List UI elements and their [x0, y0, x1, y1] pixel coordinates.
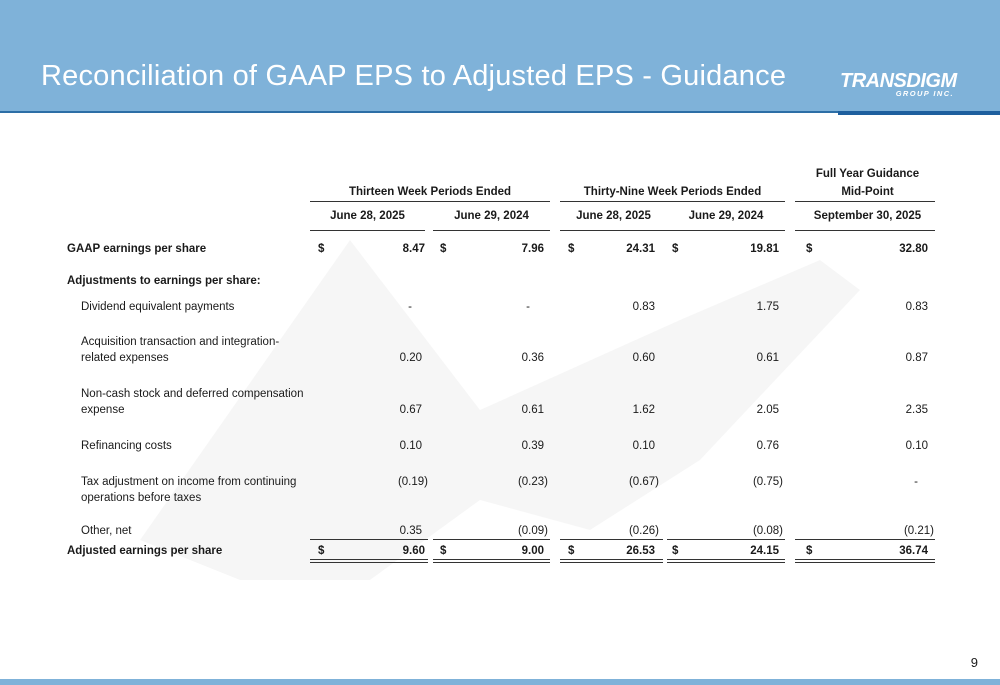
subtotal-underline	[795, 539, 935, 540]
value-cell: 0.87	[905, 352, 928, 364]
value-cell: 0.83	[632, 301, 655, 313]
value-cell: 36.74	[899, 545, 928, 557]
row-label-tax-adjustment-line2: operations before taxes	[81, 492, 202, 504]
value-cell: 0.35	[399, 525, 422, 537]
total-double-underline	[433, 559, 550, 563]
value-cell: (0.09)	[517, 525, 548, 537]
subtotal-underline	[667, 539, 785, 540]
value-cell: (0.26)	[628, 525, 659, 537]
value-cell: (0.19)	[397, 476, 428, 488]
total-double-underline	[310, 559, 428, 563]
column-header: June 29, 2024	[688, 210, 764, 222]
column-header: June 29, 2024	[454, 210, 529, 222]
page-number: 9	[970, 655, 978, 670]
currency-symbol: $	[806, 545, 813, 557]
currency-symbol: $	[440, 243, 447, 255]
value-cell: (0.75)	[752, 476, 783, 488]
value-cell: 32.80	[899, 243, 928, 255]
row-label-acquisition-line1: Acquisition transaction and integration-	[81, 336, 280, 348]
total-double-underline	[795, 559, 935, 563]
footer-bar	[0, 679, 1000, 685]
group-header-underline	[310, 201, 550, 202]
value-cell: 9.60	[402, 545, 425, 557]
row-label-refinancing-costs: Refinancing costs	[81, 440, 172, 452]
column-header-underline	[310, 230, 425, 231]
value-cell: 0.76	[756, 440, 779, 452]
value-cell: 0.67	[399, 404, 422, 416]
row-label-noncash-stock-line2: expense	[81, 404, 125, 416]
value-cell: 7.96	[521, 243, 544, 255]
row-label-tax-adjustment-line1: Tax adjustment on income from continuing	[81, 476, 297, 488]
value-cell: (0.21)	[903, 525, 934, 537]
total-double-underline	[667, 559, 785, 563]
subtotal-underline	[310, 539, 428, 540]
value-cell: -	[526, 301, 530, 313]
value-cell: -	[914, 476, 918, 488]
currency-symbol: $	[672, 243, 679, 255]
value-cell: 9.00	[521, 545, 544, 557]
value-cell: 24.15	[750, 545, 779, 557]
total-double-underline	[560, 559, 663, 563]
currency-symbol: $	[806, 243, 813, 255]
value-cell: (0.67)	[628, 476, 659, 488]
value-cell: 0.36	[521, 352, 544, 364]
subtotal-underline	[433, 539, 550, 540]
value-cell: 0.20	[399, 352, 422, 364]
column-header-underline	[795, 230, 935, 231]
value-cell: 1.75	[756, 301, 779, 313]
currency-symbol: $	[318, 243, 325, 255]
value-cell: 0.39	[521, 440, 544, 452]
column-header: June 28, 2025	[576, 210, 651, 222]
logo-wordmark: TRANSDIGM	[840, 70, 957, 92]
column-header-underline	[433, 230, 550, 231]
group-header-underline	[560, 201, 785, 202]
reconciliation-table: Thirteen Week Periods Ended Thirty-Nine …	[0, 160, 1000, 580]
column-header-underline	[667, 230, 785, 231]
value-cell: 24.31	[626, 243, 655, 255]
value-cell: 2.05	[756, 404, 779, 416]
column-header: June 28, 2025	[330, 210, 405, 222]
slide-title: Reconciliation of GAAP EPS to Adjusted E…	[41, 60, 787, 92]
value-cell: 0.60	[632, 352, 655, 364]
company-logo: TRANSDIGM GROUP INC.	[840, 70, 960, 102]
row-label-gaap-eps: GAAP earnings per share	[67, 243, 207, 255]
title-banner	[0, 0, 1000, 111]
group-header-thirteen-week: Thirteen Week Periods Ended	[348, 186, 512, 198]
banner-divider	[0, 111, 1000, 113]
currency-symbol: $	[568, 545, 575, 557]
currency-symbol: $	[440, 545, 447, 557]
group-header-underline	[795, 201, 935, 202]
value-cell: 2.35	[905, 404, 928, 416]
logo-subtitle: GROUP INC.	[895, 89, 954, 98]
row-label-other-net: Other, net	[81, 525, 132, 537]
value-cell: 0.61	[756, 352, 779, 364]
banner-accent-bar	[838, 111, 1000, 115]
value-cell: (0.08)	[752, 525, 783, 537]
value-cell: 0.83	[905, 301, 928, 313]
currency-symbol: $	[318, 545, 325, 557]
column-header: September 30, 2025	[813, 210, 922, 222]
column-header-underline	[560, 230, 667, 231]
value-cell: 0.61	[521, 404, 544, 416]
group-header-full-year-line1: Full Year Guidance	[815, 168, 920, 180]
value-cell: 1.62	[632, 404, 655, 416]
value-cell: -	[408, 301, 412, 313]
subtotal-underline	[560, 539, 663, 540]
value-cell: (0.23)	[517, 476, 548, 488]
row-label-adjusted-eps: Adjusted earnings per share	[67, 545, 223, 557]
value-cell: 0.10	[905, 440, 928, 452]
currency-symbol: $	[672, 545, 679, 557]
value-cell: 0.10	[632, 440, 655, 452]
row-label-adjustments-heading: Adjustments to earnings per share:	[67, 275, 261, 287]
value-cell: 19.81	[750, 243, 779, 255]
value-cell: 0.10	[399, 440, 422, 452]
group-header-thirty-nine-week: Thirty-Nine Week Periods Ended	[583, 186, 762, 198]
row-label-noncash-stock-line1: Non-cash stock and deferred compensation	[81, 388, 304, 400]
value-cell: 8.47	[402, 243, 425, 255]
row-label-dividend-equivalent: Dividend equivalent payments	[81, 301, 235, 313]
row-label-acquisition-line2: related expenses	[81, 352, 169, 364]
currency-symbol: $	[568, 243, 575, 255]
group-header-full-year-line2: Mid-Point	[841, 186, 894, 198]
value-cell: 26.53	[626, 545, 655, 557]
